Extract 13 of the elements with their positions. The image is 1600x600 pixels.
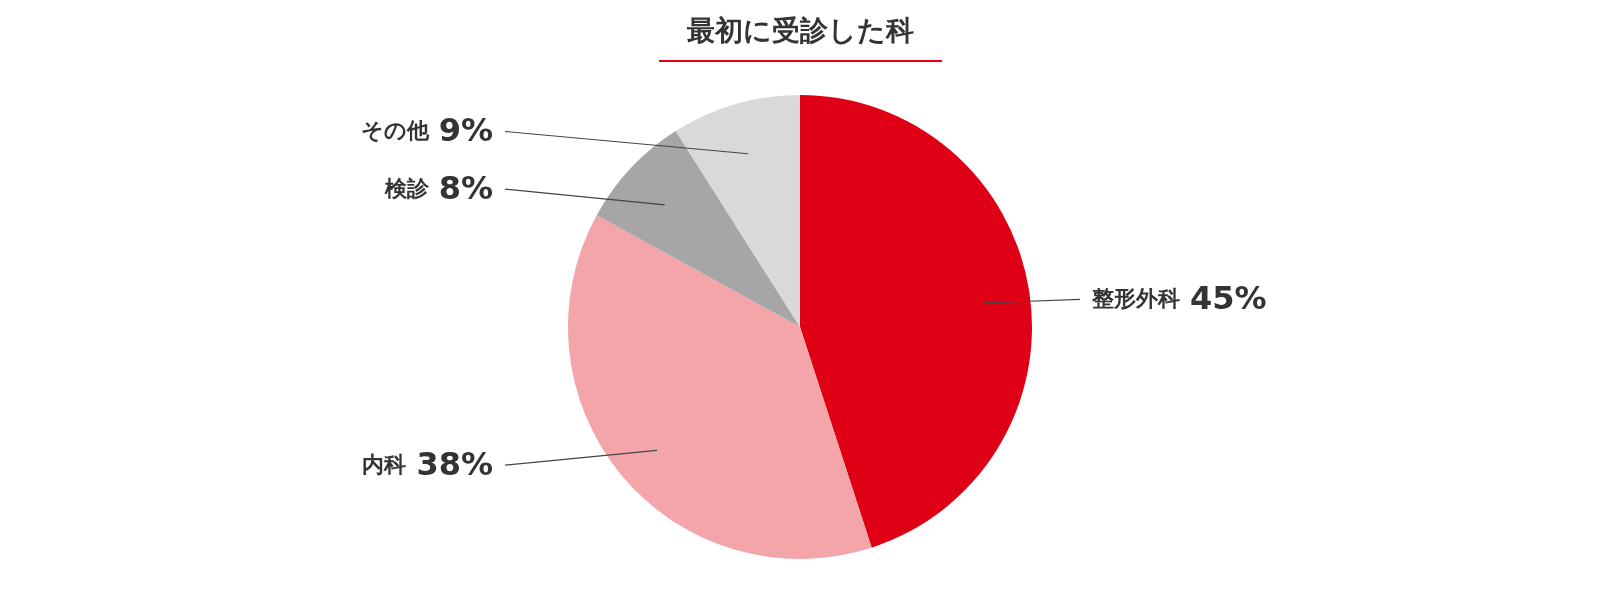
slice-label: 検診 [383,176,430,202]
slice-label: 整形外科 [1091,286,1180,312]
data-label: 8% [438,169,493,208]
data-label: 9% [438,111,493,150]
slice-label: 内科 [362,452,407,478]
data-label: 38% [416,445,493,484]
slice-label: その他 [360,118,430,144]
data-label: 45% [1190,279,1267,318]
pie-slice [675,95,800,327]
chart-title: 最初に受診した科 [658,12,942,62]
pie-slice [800,95,1032,548]
pie-slice [596,131,800,327]
pie-slice [568,215,872,559]
